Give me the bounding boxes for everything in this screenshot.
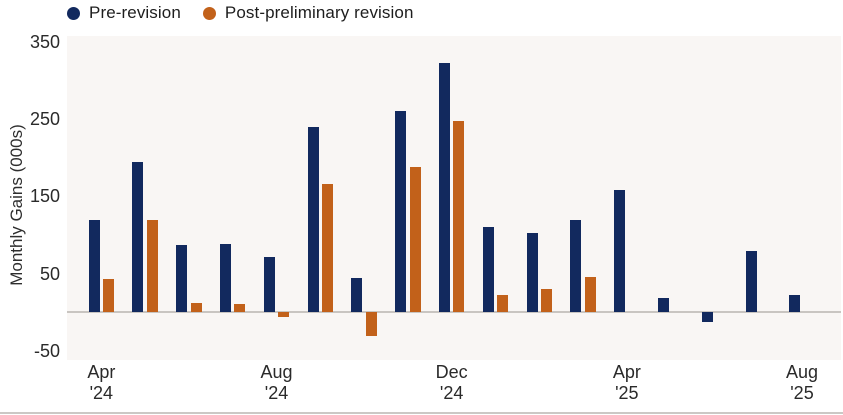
legend-label-pre-revision: Pre-revision: [89, 3, 181, 22]
bar-pre-feb-25: [526, 233, 538, 313]
zero-baseline: [67, 311, 841, 314]
bar-pre-oct-24: [351, 278, 363, 313]
x-tick-label-apr-24: Apr '24: [87, 362, 116, 403]
bar-post-jun-24: [190, 302, 202, 313]
y-tick-label-250: 250: [29, 109, 60, 130]
bottom-rule: [0, 412, 843, 414]
bar-pre-dec-24: [439, 63, 451, 313]
y-tick-label-150: 150: [29, 186, 60, 207]
legend: Pre-revision Post-preliminary revision: [67, 3, 414, 23]
x-tick-label-dec-24: Dec '24: [435, 362, 468, 403]
bar-pre-sep-24: [307, 127, 319, 313]
bar-post-feb-25: [540, 289, 552, 313]
bar-post-may-24: [146, 220, 158, 313]
bar-post-jan-25: [497, 295, 509, 313]
pre-revision-dot-icon: [67, 6, 80, 20]
bar-post-mar-25: [584, 277, 596, 313]
post-revision-dot-icon: [202, 6, 216, 20]
plot-area: [67, 36, 841, 360]
bar-pre-aug-25: [789, 295, 801, 313]
bar-pre-jul-25: [745, 251, 757, 313]
bar-post-oct-24: [365, 312, 377, 337]
bar-pre-aug-24: [263, 257, 275, 313]
y-tick-label-350: 350: [29, 32, 60, 53]
bar-pre-mar-25: [570, 219, 582, 313]
bar-pre-jul-24: [220, 244, 232, 313]
x-tick-label-apr-25: Apr '25: [612, 362, 641, 403]
x-tick-label-aug-24: Aug '24: [260, 362, 293, 403]
bar-pre-jun-24: [176, 245, 188, 313]
x-tick-label-aug-25: Aug '25: [785, 362, 818, 403]
bar-post-sep-24: [321, 184, 333, 313]
bar-pre-apr-25: [614, 190, 626, 313]
bar-pre-apr-24: [88, 219, 100, 313]
bar-pre-jun-25: [701, 312, 713, 323]
y-tick-label-50: 50: [39, 263, 60, 284]
bar-post-dec-24: [453, 120, 465, 313]
y-tick-label--50: -50: [33, 340, 60, 361]
bar-pre-jan-25: [482, 226, 494, 313]
legend-item-pre-revision: Pre-revision: [67, 3, 181, 23]
legend-label-post-revision: Post-preliminary revision: [224, 3, 414, 22]
bar-pre-may-24: [132, 161, 144, 313]
bar-post-nov-24: [409, 167, 421, 313]
bar-post-aug-24: [278, 312, 290, 317]
legend-item-post-revision: Post-preliminary revision: [202, 3, 414, 23]
bar-pre-may-25: [657, 297, 669, 313]
bar-post-jul-24: [234, 303, 246, 313]
bar-pre-nov-24: [395, 110, 407, 313]
bar-post-apr-24: [103, 279, 114, 313]
